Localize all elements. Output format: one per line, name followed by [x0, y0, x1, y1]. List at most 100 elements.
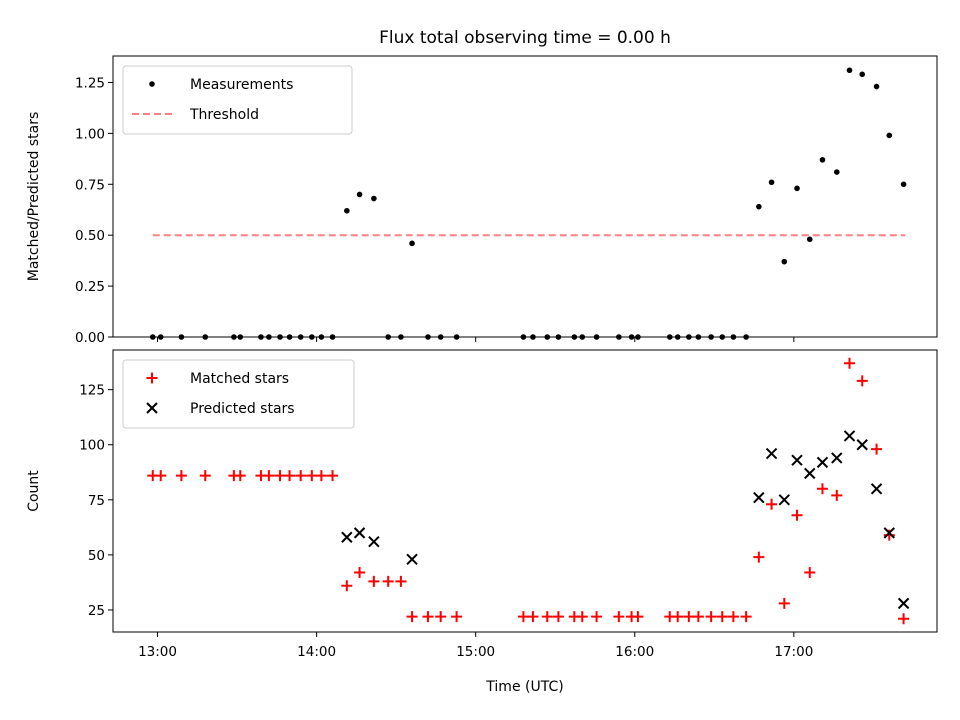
top-legend-box [122, 65, 353, 135]
matched-star-point [898, 613, 910, 625]
top-legend: Measurements Threshold [122, 65, 353, 135]
chart-title: Flux total observing time = 0.00 h [379, 28, 671, 48]
matched-star-point [804, 567, 816, 579]
bottom-legend-box [122, 359, 355, 429]
measurement-point [859, 71, 866, 78]
bottom-y-tick-label: 75 [88, 493, 105, 509]
legend-marker-plus [146, 372, 158, 384]
bottom-y-tick-label: 125 [79, 383, 105, 399]
x-tick-label: 17:00 [774, 644, 813, 660]
bottom-y-tick-label: 25 [88, 603, 105, 619]
matched-star-point [844, 357, 856, 369]
predicted-star-point [406, 553, 418, 566]
matched-star-point [284, 470, 296, 482]
top-x-ticks [157, 337, 795, 342]
matched-star-point [831, 489, 843, 501]
x-tick-label: 15:00 [456, 644, 495, 660]
matched-star-point [778, 597, 790, 609]
legend-label: Threshold [189, 107, 259, 123]
x-tick-label: 16:00 [615, 644, 654, 660]
matched-star-point [406, 611, 418, 623]
top-y-tick-label: 0.50 [75, 228, 105, 244]
matched-star-point [295, 470, 307, 482]
matched-star-point [632, 611, 644, 623]
legend-label: Matched stars [190, 371, 289, 387]
top-y-tick-label: 1.25 [75, 75, 105, 91]
matched-star-point [883, 529, 895, 541]
matched-star-point [327, 470, 339, 482]
matched-star-point [727, 611, 739, 623]
predicted-star-point [856, 439, 868, 451]
matched-star-point [155, 470, 167, 482]
predicted-star-point [816, 456, 829, 469]
top-y-ticks: 0.00 0.25 0.50 0.75 1.00 1.25 [75, 75, 113, 346]
matched-star-point [234, 470, 246, 482]
predicted-star-point [843, 430, 856, 442]
predicted-star-point [353, 527, 366, 539]
top-y-tick-label: 0.75 [75, 177, 105, 193]
measurement-point [886, 132, 893, 139]
matched-star-point [791, 509, 803, 521]
predicted-star-point [765, 447, 778, 460]
matched-star-point [740, 611, 752, 623]
predicted-star-point [831, 452, 843, 464]
matched-star-point [613, 611, 625, 623]
predicted-star-point [791, 454, 803, 466]
measurement-point [873, 83, 880, 90]
panel-ratio: 0.00 0.25 0.50 0.75 1.00 1.25 Matched/Predict… [26, 55, 938, 346]
bottom-plot-area [147, 357, 910, 625]
legend-label: Measurements [190, 77, 293, 93]
predicted-star-point [341, 531, 353, 543]
measurement-point [794, 185, 800, 192]
matched-star-point [576, 611, 588, 623]
predicted-star-point [753, 491, 765, 504]
predicted-star-point [883, 527, 895, 539]
matched-star-point [672, 611, 684, 623]
top-y-axis-label: Matched/Predicted stars [26, 112, 42, 282]
matched-star-point [591, 611, 603, 623]
matched-star-point [306, 470, 318, 482]
matched-star-point [705, 611, 717, 623]
top-y-tick-label: 0.00 [75, 330, 105, 346]
matched-star-point [541, 611, 553, 623]
measurement-point [371, 195, 377, 202]
panel-count: 25 50 75 100 125 13:00 14:00 15:00 16:00 17:00 C… [26, 349, 938, 660]
matched-star-point [871, 443, 883, 455]
matched-star-point [422, 611, 434, 623]
matched-star-point [274, 470, 286, 482]
matched-star-point [552, 611, 564, 623]
legend-label: Predicted stars [190, 401, 295, 417]
matched-star-point [816, 483, 828, 495]
matched-star-point [856, 375, 868, 387]
measurement-point [409, 240, 415, 247]
matched-star-point [766, 498, 778, 510]
legend-marker-dot [149, 81, 155, 87]
matched-star-point [753, 551, 765, 563]
matched-star-point [199, 470, 211, 482]
predicted-star-point [870, 483, 883, 495]
measurement-point [768, 179, 775, 186]
matched-star-point [354, 567, 366, 579]
x-tick-label: 14:00 [297, 644, 336, 660]
predicted-star-point [368, 535, 380, 548]
matched-star-point [716, 611, 728, 623]
measurement-point [806, 236, 813, 243]
bottom-axes-frame [112, 349, 938, 633]
top-y-tick-label: 0.25 [75, 279, 105, 295]
bottom-y-tick-label: 100 [79, 438, 105, 454]
matched-star-point [692, 611, 704, 623]
measurement-point [344, 207, 350, 214]
matched-star-point [175, 470, 187, 482]
matched-star-point [451, 611, 463, 623]
measurement-point [833, 169, 840, 175]
measurement-point [756, 203, 762, 210]
x-axis-label: Time (UTC) [485, 679, 563, 695]
measurement-point [781, 258, 788, 265]
measurement-point [819, 157, 826, 163]
predicted-star-point [804, 467, 816, 480]
matched-star-point [341, 580, 353, 592]
matched-star-point [315, 470, 327, 482]
predicted-star-point [897, 597, 910, 610]
top-y-tick-label: 1.00 [75, 126, 105, 142]
